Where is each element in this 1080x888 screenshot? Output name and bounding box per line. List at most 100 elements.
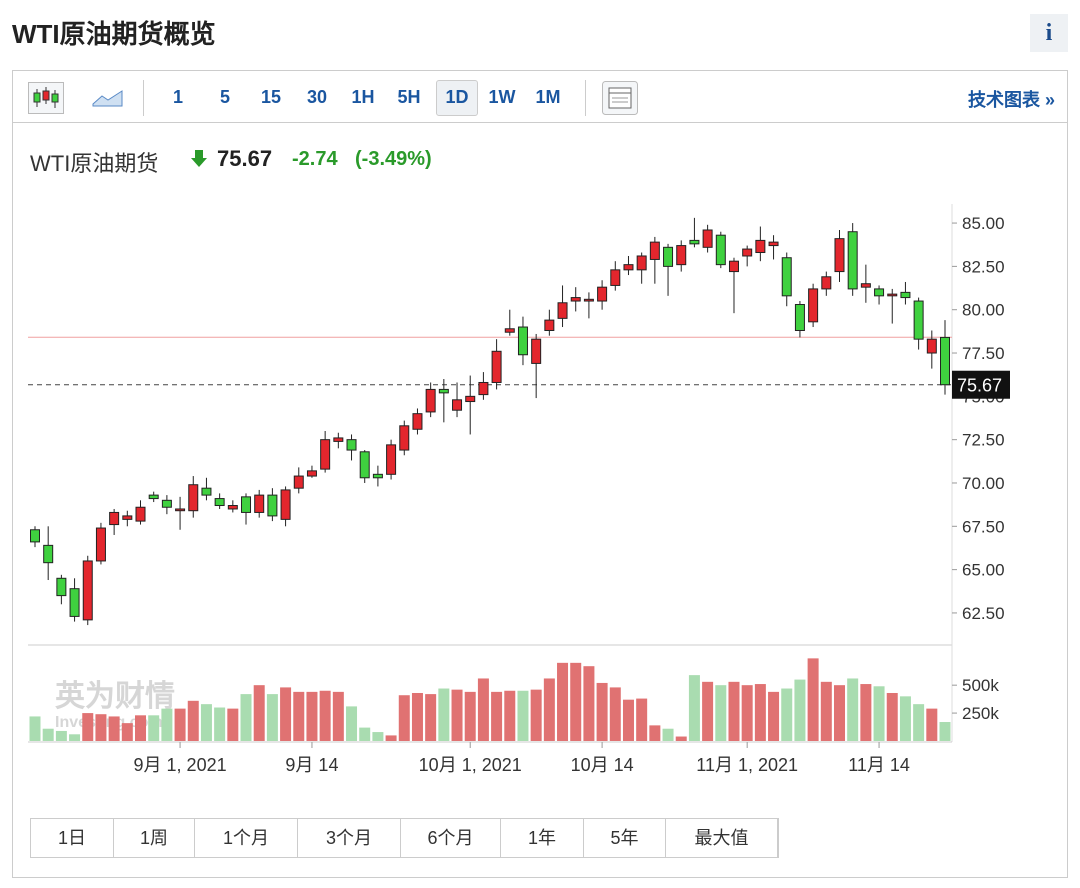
volume-bar [69,734,81,741]
candle-body [30,529,40,543]
candle-body [478,381,489,396]
price-tag [952,370,1010,399]
candle-body [570,297,581,302]
volume-bar [939,722,951,741]
candle-icon[interactable] [28,82,64,114]
volume-bar [227,708,239,741]
volume-bar [622,699,634,741]
range-button[interactable]: 1个月 [195,819,298,857]
candle-body [597,286,608,302]
interval-button[interactable]: 15 [260,87,282,107]
range-button[interactable]: 1周 [114,819,195,857]
volume-bar [332,691,344,741]
volume-bar [438,688,450,741]
candle-body [122,515,133,520]
volume-bar [768,691,780,741]
interval-button[interactable]: 5H [397,87,421,107]
candle-body [214,498,225,507]
x-tick-label: 11月 14 [848,755,910,775]
interval-button[interactable]: 1W [488,87,516,107]
volume-bar [517,690,529,741]
candle-body [794,304,805,331]
volume-bar [477,678,489,741]
volume-bar [42,728,54,741]
interval-button[interactable]: 1D [436,80,478,116]
volume-bar [860,684,872,741]
volume-bar [688,675,700,741]
candle-body [465,395,476,403]
range-button[interactable]: 最大值 [666,819,778,857]
volume-bar [570,662,582,741]
range-button[interactable]: 1日 [31,819,114,857]
interval-button[interactable]: 5 [219,87,230,107]
range-button[interactable]: 3个月 [298,819,401,857]
volume-bar [741,685,753,741]
volume-bar [359,727,371,741]
candle-body [544,319,555,331]
volume-bar [214,707,226,741]
candle-body [610,269,621,286]
candle-body [109,511,120,526]
candle-body [676,245,687,266]
volume-bar [280,687,292,741]
interval-button[interactable]: 30 [306,87,328,107]
volume-bar [29,716,41,741]
volume-bar [702,681,714,741]
volume-bar [451,689,463,741]
volume-bar [319,690,331,741]
tech-chart-link[interactable]: 技术图表 » [967,90,1055,110]
interval-button[interactable]: 1H [351,87,375,107]
info-button[interactable]: i [1030,14,1068,52]
x-tick-label: 10月 14 [571,755,634,775]
volume-bar [266,694,278,741]
y-tick-label: 72.50 [962,431,1005,450]
candle-body [887,293,898,297]
volume-bar [82,713,94,741]
candle-body [56,577,67,597]
volume-bar [728,681,740,741]
candle-body [82,560,93,621]
candle-body [175,508,186,512]
volume-bar [240,694,252,741]
separator [585,80,586,116]
volume-bar [135,715,147,741]
candle-body [267,494,278,517]
candle-body [623,264,634,271]
y-tick-label: 65.00 [962,561,1005,580]
x-tick-label: 9月 14 [285,755,338,775]
volume-bar [161,708,173,741]
candle-body [241,496,252,513]
candle-body [649,241,660,260]
volume-bar [794,679,806,741]
y-tick-label: 85.00 [962,214,1005,233]
x-tick-label: 11月 1, 2021 [696,755,798,775]
range-button[interactable]: 5年 [584,819,666,857]
candle-body [768,241,779,247]
candle-body [412,413,423,430]
candle-body [663,246,674,267]
candle-body [834,238,845,273]
candle-body [689,239,700,245]
table-icon[interactable] [602,81,638,115]
y2-tick-label: 250k [962,704,999,723]
interval-button[interactable]: 1M [535,87,561,107]
candle-body [781,257,792,297]
volume-bar [372,732,384,741]
interval-button[interactable]: 1 [172,87,183,107]
candle-body [755,239,766,254]
range-button[interactable]: 6个月 [401,819,501,857]
candle-body [425,388,436,413]
candle-body [399,425,410,451]
candle-body [702,229,713,248]
line-icon[interactable] [92,86,124,110]
volume-bar [557,662,569,741]
range-selector: 1日 1周 1个月 3个月 6个月 1年 5年 最大值 [30,818,779,858]
volume-bar [899,696,911,741]
volume-bar [95,714,107,741]
widget-panel [12,70,1068,878]
y-tick-label: 80.00 [962,301,1005,320]
instrument-name: WTI原油期货 [30,151,159,176]
range-button[interactable]: 1年 [501,819,584,857]
candle-body [940,336,950,386]
volume-bar [754,684,766,741]
